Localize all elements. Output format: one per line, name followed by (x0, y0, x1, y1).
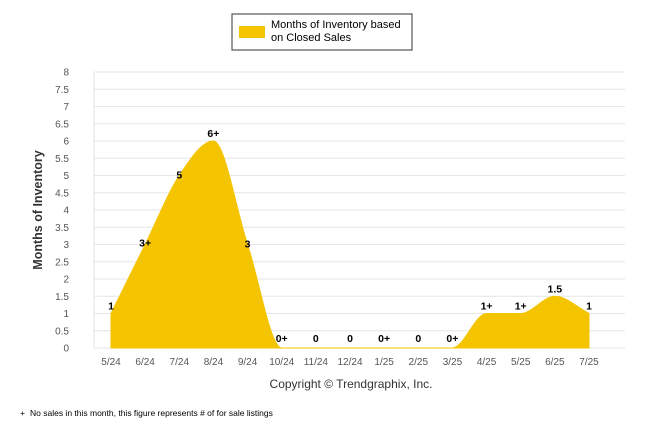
y-tick-label: 3.5 (55, 223, 69, 234)
data-point-7/25 (588, 313, 590, 314)
x-tick-label: 1/25 (374, 357, 394, 368)
data-label-8/24: 6+ (207, 128, 219, 140)
y-tick-label: 5.5 (55, 154, 69, 165)
x-tick-label: 2/25 (409, 357, 429, 368)
y-tick-label: 1.5 (55, 292, 69, 303)
data-label-2/25: 0 (415, 333, 421, 345)
x-tick-label: 5/24 (101, 357, 121, 368)
y-tick-label: 8 (63, 68, 69, 79)
x-axis-ticks: 5/24 6/24 7/24 8/24 9/24 10/24 11/24 12/24 1/25 2… (101, 357, 599, 368)
y-tick-label: 6.5 (55, 119, 69, 130)
data-point-6/24 (144, 244, 146, 245)
legend-swatch (239, 26, 265, 38)
x-tick-label: 12/24 (337, 357, 362, 368)
data-label-7/25: 1 (586, 301, 592, 313)
y-tick-label: 0.5 (55, 326, 69, 337)
legend: Months of Inventory based on Closed Sale… (231, 13, 413, 51)
y-tick-label: 4 (63, 206, 69, 217)
y-tick-label: 0 (63, 344, 69, 355)
data-point-6/25 (554, 295, 556, 297)
data-point-11/24 (315, 347, 317, 349)
plot-area (110, 140, 590, 349)
data-label-6/24: 3+ (139, 238, 151, 250)
data-label-12/24: 0 (347, 333, 353, 345)
data-label-5/24: 1 (108, 301, 114, 313)
y-axis-title: Months of Inventory (31, 150, 45, 269)
legend-label-line1: Months of Inventory based (271, 19, 401, 31)
y-tick-label: 5 (63, 171, 69, 182)
data-point-4/25 (486, 313, 488, 314)
y-tick-label: 6 (63, 137, 69, 148)
data-label-9/24: 3 (245, 239, 251, 251)
y-tick-label: 4.5 (55, 188, 69, 199)
data-point-7/24 (178, 175, 180, 176)
data-label-11/24: 0 (313, 333, 319, 345)
x-tick-label: 6/25 (545, 357, 565, 368)
data-label-7/24: 5 (176, 170, 182, 182)
data-label-1/25: 0+ (378, 333, 390, 345)
data-labels: 1 3+ 5 6+ 3 0+ 0 0 0+ 0 0+ 1+ 1+ 1.5 1 (108, 128, 592, 345)
data-label-6/25: 1.5 (548, 283, 563, 295)
y-tick-label: 2 (63, 275, 69, 286)
data-point-3/25 (451, 347, 453, 349)
series-area (110, 140, 590, 349)
footnote-symbol: + (20, 408, 25, 418)
legend-label-line2: on Closed Sales (271, 32, 352, 44)
data-point-1/25 (383, 347, 385, 349)
data-point-2/25 (417, 347, 419, 349)
y-tick-label: 7.5 (55, 85, 69, 96)
x-tick-label: 4/25 (477, 357, 497, 368)
y-axis-ticks: 0 0.5 1 1.5 2 2.5 3 3.5 4 4.5 5 5.5 6 6.5 7 7.5 8 (55, 68, 69, 355)
y-tick-label: 3 (63, 240, 69, 251)
data-point-8/24 (212, 140, 214, 142)
data-label-10/24: 0+ (276, 333, 288, 345)
x-tick-label: 9/24 (238, 357, 258, 368)
data-point-9/24 (247, 244, 249, 245)
x-tick-label: 10/24 (269, 357, 294, 368)
data-label-4/25: 1+ (481, 301, 493, 313)
x-tick-label: 3/25 (443, 357, 463, 368)
x-tick-label: 7/24 (170, 357, 190, 368)
x-tick-label: 8/24 (204, 357, 224, 368)
y-tick-label: 7 (63, 102, 69, 113)
footnote: + No sales in this month, this figure re… (20, 408, 273, 418)
copyright-text: Copyright © Trendgraphix, Inc. (270, 377, 433, 391)
data-point-12/24 (349, 347, 351, 349)
x-tick-label: 7/25 (579, 357, 599, 368)
data-point-10/24 (281, 347, 283, 349)
data-label-3/25: 0+ (446, 333, 458, 345)
y-tick-label: 2.5 (55, 257, 69, 268)
data-label-5/25: 1+ (515, 301, 527, 313)
data-point-5/24 (110, 313, 112, 314)
data-point-5/25 (520, 313, 522, 314)
footnote-text: No sales in this month, this figure repr… (30, 408, 273, 418)
x-tick-label: 11/24 (304, 357, 329, 368)
x-tick-label: 5/25 (511, 357, 531, 368)
x-tick-label: 6/24 (135, 357, 155, 368)
y-tick-label: 1 (63, 309, 69, 320)
